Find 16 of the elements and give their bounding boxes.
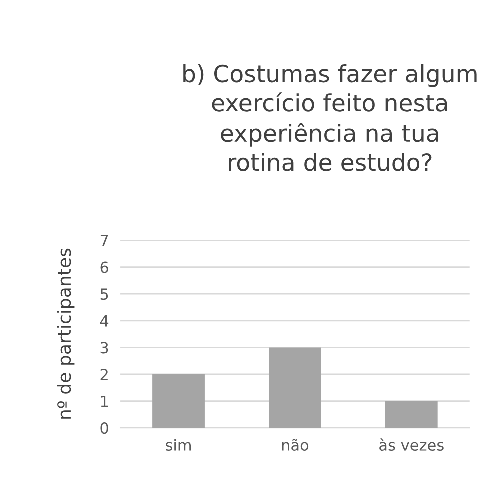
x-tick-label: não — [282, 438, 309, 452]
y-tick-label: 1 — [101, 396, 108, 408]
x-tick-label: sim — [166, 439, 192, 452]
chart-title: b) Costumas fazer algum exercício feito nesta experiência na tua rotina de estudo? — [184, 64, 477, 172]
bar — [152, 374, 205, 428]
y-tick-label: 5 — [100, 288, 108, 300]
y-tick-label: 2 — [100, 368, 108, 380]
bar — [269, 348, 322, 428]
y-tick-label: 7 — [100, 235, 108, 246]
y-axis-title: nº de participantes — [57, 248, 75, 419]
x-tick-label: às vezes — [380, 438, 444, 452]
y-tick-label: 0 — [100, 422, 108, 434]
y-tick-label: 4 — [100, 316, 109, 327]
y-tick-label: 6 — [100, 262, 108, 274]
y-tick-label: 3 — [100, 342, 108, 354]
bar — [385, 401, 438, 428]
